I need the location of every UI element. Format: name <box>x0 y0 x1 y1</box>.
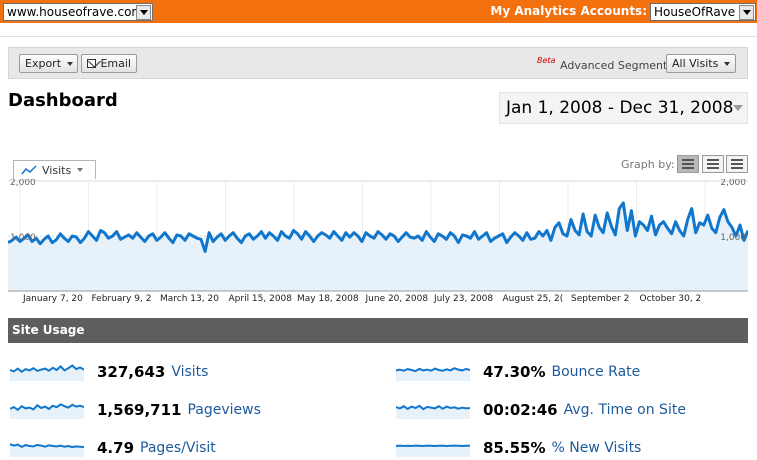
x-tick-label: May 18, 2008 <box>297 294 359 303</box>
chevron-down-icon <box>77 168 84 172</box>
chevron-down-icon[interactable] <box>739 4 754 20</box>
metric-selector[interactable]: Visits <box>13 160 96 179</box>
envelope-icon <box>87 59 97 68</box>
site-usage-metric: 4.79 Pages/Visit <box>10 437 216 459</box>
graph-by-label: Graph by: <box>621 158 675 171</box>
site-selector-value: www.houseofrave.com <box>7 5 136 19</box>
sparkline-line <box>396 404 470 411</box>
y-tick-label: 2,000 <box>720 179 746 188</box>
line-chart-icon <box>21 165 37 175</box>
graph-by-month-button[interactable] <box>726 155 748 173</box>
chevron-down-icon <box>67 61 74 66</box>
export-button[interactable]: Export <box>19 54 78 73</box>
page-title: Dashboard <box>8 90 118 111</box>
site-selector[interactable]: www.houseofrave.com <box>3 3 153 21</box>
sparkline[interactable] <box>10 439 84 457</box>
metric-value: 327,643 <box>97 363 166 381</box>
site-usage-metric: 00:02:46 Avg. Time on Site <box>396 399 686 421</box>
sparkline-line <box>396 367 470 373</box>
chevron-down-icon[interactable] <box>136 4 151 20</box>
metric-link[interactable]: Avg. Time on Site <box>563 402 686 418</box>
x-tick-label: March 13, 20 <box>160 294 219 303</box>
sparkline[interactable] <box>10 401 84 419</box>
metric-value: 47.30% <box>483 363 546 381</box>
site-usage-metric: 85.55% % New Visits <box>396 437 641 459</box>
site-usage-metric: 1,569,711 Pageviews <box>10 399 261 421</box>
visits-chart[interactable]: 2,000 2,000 1,000 1,000 January 7, 20 Februar… <box>8 179 748 303</box>
date-range-value: Jan 1, 2008 - Dec 31, 2008 <box>506 98 734 118</box>
segments-dropdown-value: All Visits <box>672 57 719 70</box>
x-tick-label: July 23, 2008 <box>433 294 493 303</box>
list-icon <box>731 159 743 169</box>
x-tick-label: January 7, 20 <box>22 294 83 303</box>
metric-link[interactable]: Pages/Visit <box>140 440 216 456</box>
sub-header-strip <box>0 23 757 37</box>
top-bar: www.houseofrave.com My Analytics Account… <box>0 0 757 23</box>
sparkline-area <box>396 445 470 457</box>
visits-area <box>8 203 748 291</box>
sparkline[interactable] <box>396 363 470 381</box>
visits-series-line <box>8 201 748 253</box>
site-usage-metric: 327,643 Visits <box>10 361 208 383</box>
x-tick-label: October 30, 2 <box>640 294 702 303</box>
y-tick-label: 1,000 <box>10 233 36 243</box>
email-button-label: Email <box>100 57 131 70</box>
metric-value: 4.79 <box>97 439 135 457</box>
x-tick-label: June 20, 2008 <box>365 294 429 303</box>
graph-by-week-button[interactable] <box>702 155 724 173</box>
email-button[interactable]: Email <box>81 54 137 73</box>
metric-selector-label: Visits <box>42 163 72 177</box>
segments-dropdown[interactable]: All Visits <box>666 54 736 73</box>
date-range-picker[interactable]: Jan 1, 2008 - Dec 31, 2008 <box>499 92 748 124</box>
sparkline-area <box>10 365 84 381</box>
account-selector-value: HouseOfRave <box>654 5 736 19</box>
chevron-down-icon <box>724 61 730 66</box>
y-tick-label: 2,000 <box>10 179 36 188</box>
sparkline-line <box>10 364 84 374</box>
export-button-label: Export <box>25 57 62 70</box>
beta-badge: Beta <box>537 56 556 65</box>
sparkline[interactable] <box>396 401 470 419</box>
y-tick-label: 1,000 <box>720 233 746 243</box>
x-tick-label: September 2 <box>571 294 629 303</box>
x-tick-label: August 25, 2( <box>503 294 564 303</box>
x-tick-label: April 15, 2008 <box>229 294 293 303</box>
sparkline[interactable] <box>396 439 470 457</box>
metric-link[interactable]: % New Visits <box>551 440 642 456</box>
segments-label: Advanced Segments: <box>560 59 677 72</box>
account-selector[interactable]: HouseOfRave <box>650 3 756 21</box>
sparkline-area <box>396 405 470 419</box>
list-icon <box>682 159 694 169</box>
metric-value: 85.55% <box>483 439 546 457</box>
site-usage-metric: 47.30% Bounce Rate <box>396 361 640 383</box>
sparkline-line <box>10 443 84 449</box>
list-icon <box>707 159 719 169</box>
sparkline-line <box>10 403 84 412</box>
accounts-label: My Analytics Accounts: <box>490 4 647 18</box>
metric-link[interactable]: Pageviews <box>187 402 261 418</box>
x-tick-label: February 9, 2 <box>92 294 152 303</box>
metric-value: 00:02:46 <box>483 401 558 419</box>
metric-link[interactable]: Visits <box>171 364 209 380</box>
metric-value: 1,569,711 <box>97 401 182 419</box>
report-toolbar: Export Email Beta Advanced Segments: All… <box>8 47 748 79</box>
site-usage-header: Site Usage <box>8 318 748 343</box>
chevron-down-icon[interactable] <box>733 105 744 111</box>
sparkline[interactable] <box>10 363 84 381</box>
metric-link[interactable]: Bounce Rate <box>551 364 641 380</box>
graph-by-day-button[interactable] <box>677 155 699 173</box>
